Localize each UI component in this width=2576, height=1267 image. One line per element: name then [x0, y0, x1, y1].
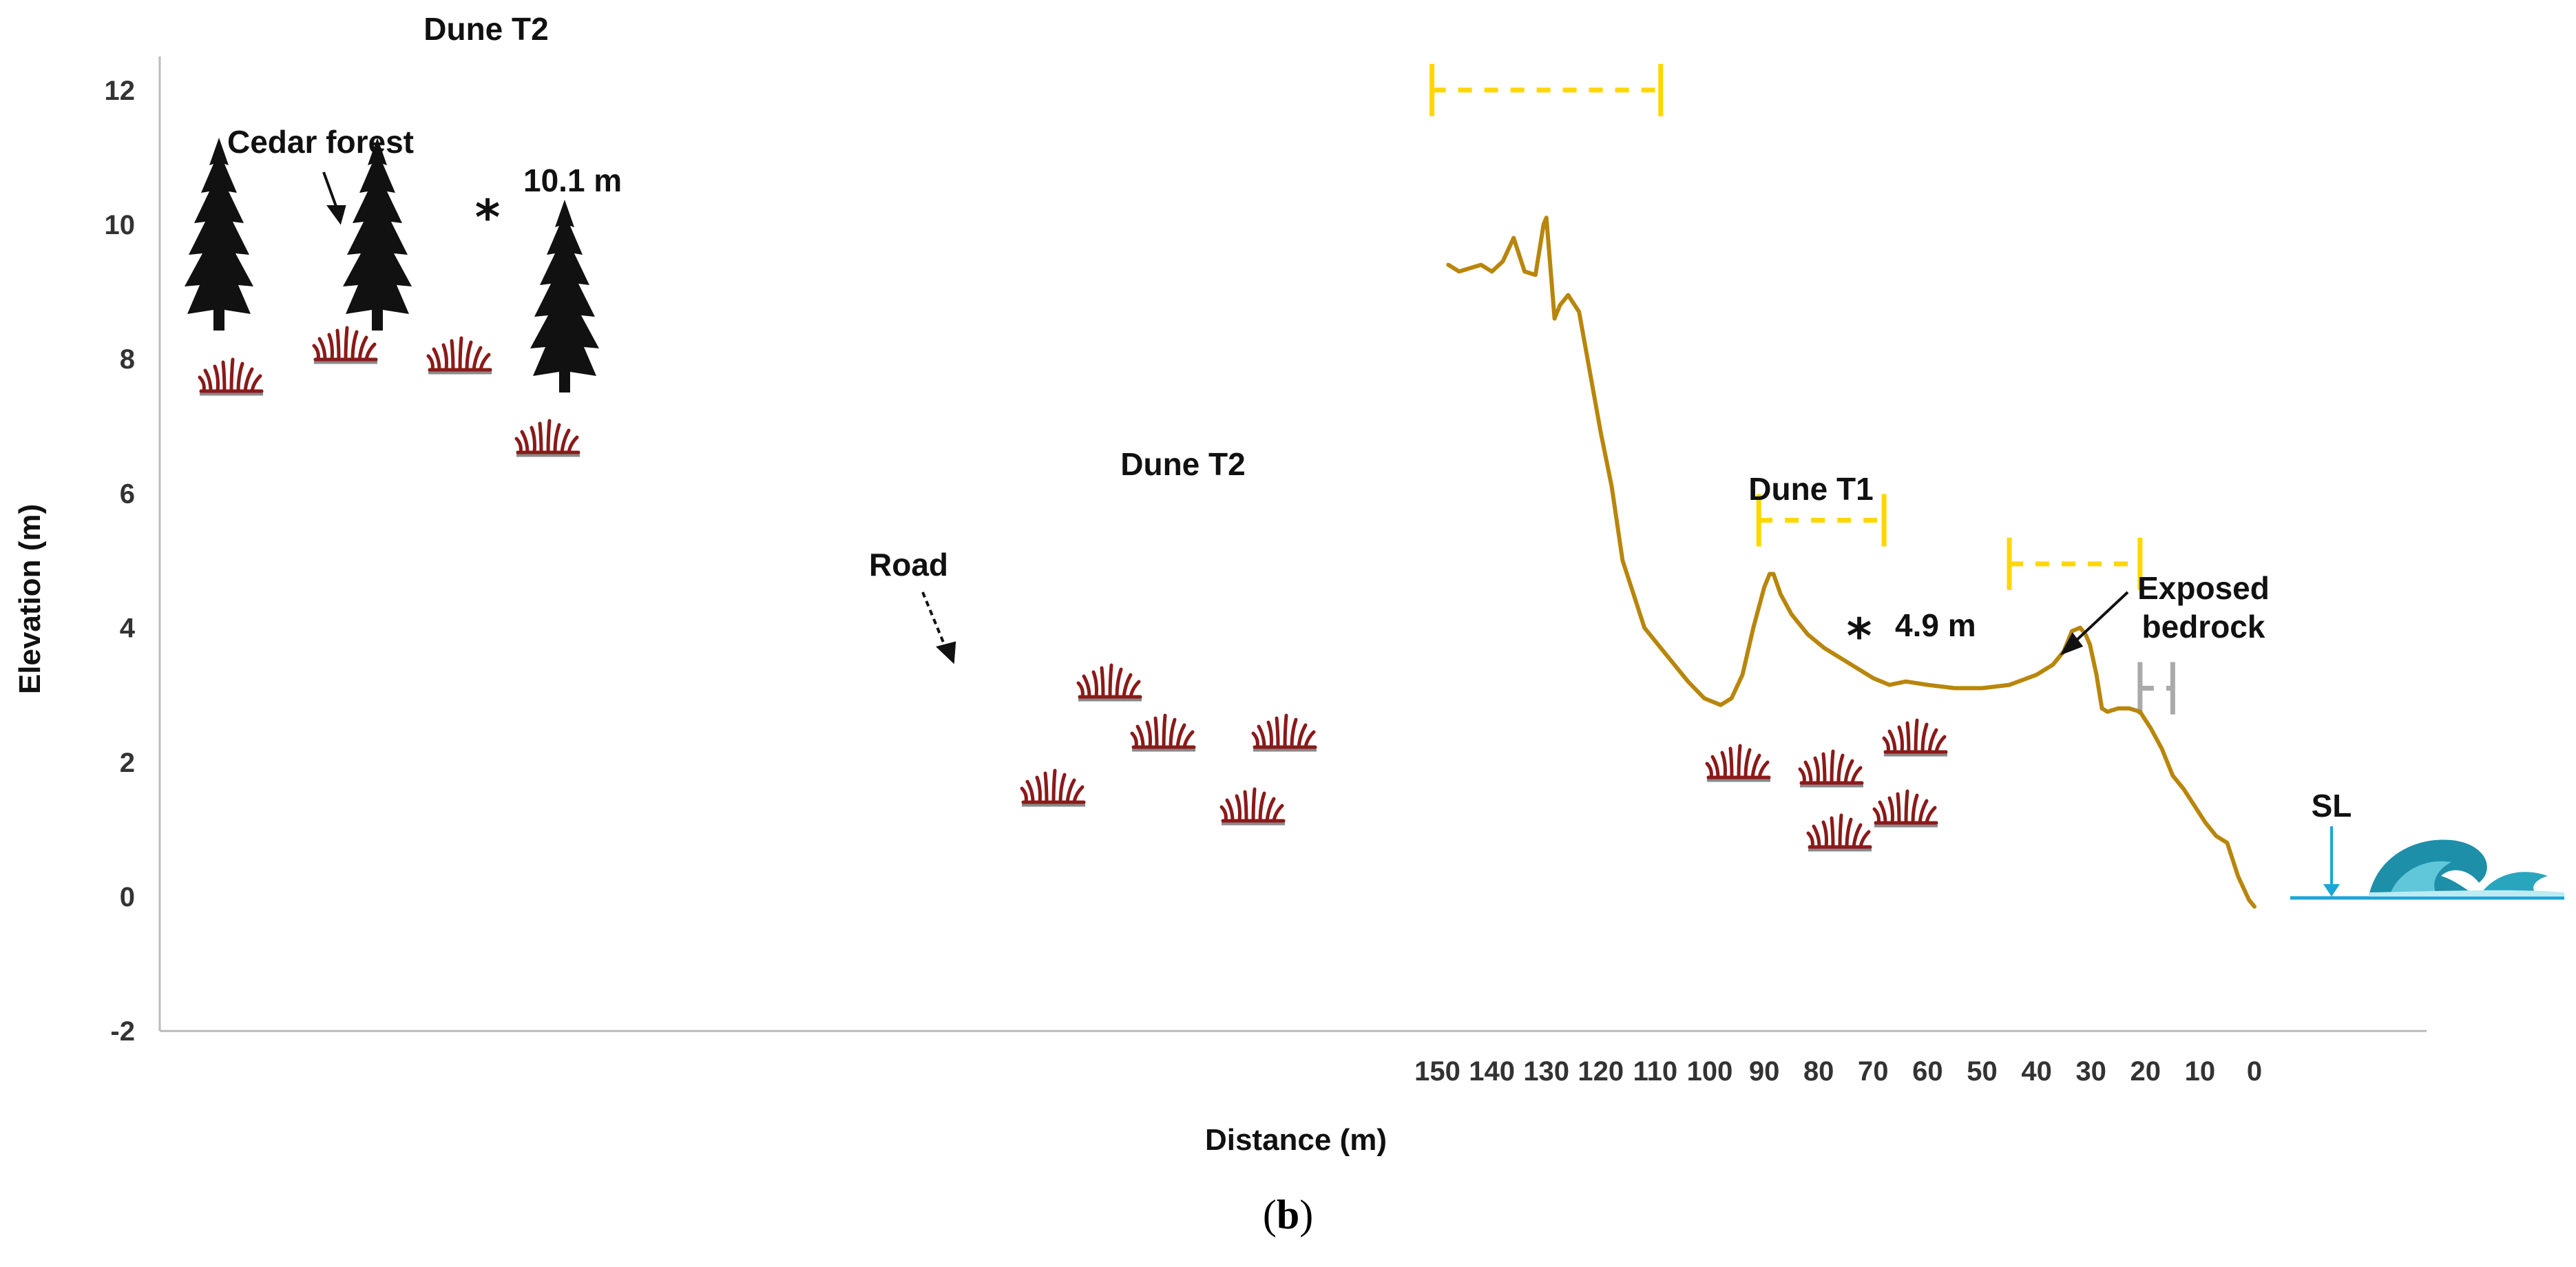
- annotation-arrows: [322, 171, 2129, 664]
- cedar-tree-icon: [343, 138, 412, 331]
- y-tick-label: 10: [105, 210, 136, 240]
- dune-t2-top-label: Dune T2: [423, 11, 548, 47]
- shrub-icons: [200, 328, 1947, 850]
- sea-level-arrowhead-icon: [2323, 884, 2340, 897]
- cedar-tree-icon: [530, 200, 599, 392]
- x-tick-label: 110: [1633, 1056, 1678, 1087]
- y-tick-label: 0: [120, 882, 135, 912]
- caption-letter: b: [1276, 1192, 1300, 1237]
- y-tick-label: 4: [120, 614, 136, 644]
- shrub-icon: [428, 338, 492, 373]
- x-tick-label: 50: [1967, 1056, 1998, 1087]
- x-axis-title: Distance (m): [1205, 1123, 1387, 1157]
- y-axis-ticks: -2 0 2 4 6 8 10 12: [105, 76, 136, 1047]
- y-axis-title: Elevation (m): [13, 504, 47, 694]
- y-tick-label: -2: [110, 1016, 135, 1047]
- x-tick-label: 20: [2130, 1056, 2161, 1087]
- caption-open-paren: (: [1262, 1192, 1277, 1237]
- axes: [158, 56, 2427, 1032]
- x-tick-label: 130: [1523, 1056, 1569, 1087]
- shrub-icon: [1222, 789, 1285, 824]
- exposed-bedrock-label-line2: bedrock: [2142, 609, 2265, 645]
- shrub-icon: [1132, 715, 1195, 750]
- shrub-icon: [516, 421, 580, 455]
- shrub-icon: [1078, 665, 1142, 700]
- x-axis-ticks: 150 140 130 120 110 100 90 80 70 60 50 40 30 20 10 0: [1414, 1056, 2262, 1087]
- shrub-icon: [1707, 746, 1770, 780]
- bedrock-arrow-icon: [2071, 591, 2129, 645]
- x-tick-label: 30: [2075, 1056, 2106, 1087]
- peak-low-label: 4.9 m: [1895, 607, 1976, 643]
- range-bar: [1430, 63, 1664, 116]
- x-tick-label: 70: [1858, 1056, 1889, 1087]
- shrub-icon: [1022, 771, 1085, 805]
- peak-high-label: 10.1 m: [523, 163, 622, 198]
- x-tick-label: 60: [1912, 1056, 1943, 1087]
- range-bar: [1756, 494, 1887, 547]
- y-tick-label: 12: [105, 76, 136, 106]
- caption-close-paren: ): [1299, 1192, 1314, 1237]
- range-bar: [2007, 537, 2143, 590]
- shrub-icon: [314, 328, 377, 362]
- x-tick-label: 10: [2185, 1056, 2216, 1087]
- cedar-tree-icon: [185, 138, 253, 331]
- x-tick-label: 120: [1578, 1056, 1624, 1087]
- x-tick-label: 0: [2247, 1056, 2262, 1087]
- road-arrowhead-icon: [936, 641, 956, 664]
- cedar-forest-arrowhead-icon: [326, 205, 346, 225]
- road-arrow-icon: [921, 591, 948, 651]
- bedrock-arrowhead-icon: [2060, 632, 2084, 656]
- x-tick-label: 40: [2021, 1056, 2052, 1087]
- dune-t1-label: Dune T1: [1748, 471, 1873, 507]
- y-tick-label: 2: [120, 748, 135, 778]
- wave-icon: [2369, 839, 2564, 897]
- road-label: Road: [869, 547, 948, 583]
- shrub-icon: [1808, 815, 1872, 850]
- cedar-forest-arrow-icon: [322, 171, 339, 211]
- sea-level-label: SL: [2312, 788, 2352, 824]
- y-tick-label: 6: [120, 479, 135, 509]
- dune-range-bars: [1430, 63, 2175, 715]
- shrub-icon: [1884, 720, 1947, 755]
- x-tick-label: 90: [1749, 1056, 1780, 1087]
- dune-t2-mid-label: Dune T2: [1120, 446, 1245, 482]
- profile-line: [1446, 216, 2256, 909]
- shrub-icon: [1253, 715, 1317, 750]
- x-tick-label: 150: [1414, 1056, 1460, 1087]
- x-tick-label: 80: [1803, 1056, 1834, 1087]
- x-tick-label: 100: [1687, 1056, 1733, 1087]
- shrub-icon: [200, 359, 263, 394]
- shrub-icon: [1800, 751, 1863, 786]
- range-bar: [2137, 662, 2175, 715]
- cedar-forest-label: Cedar forest: [227, 124, 414, 160]
- figure-caption: (b): [0, 1191, 2576, 1239]
- y-tick-label: 8: [120, 344, 135, 375]
- peak-markers: * *: [475, 189, 1872, 664]
- exposed-bedrock-label-line1: Exposed: [2137, 570, 2270, 606]
- shrub-icon: [1874, 791, 1938, 826]
- x-tick-label: 140: [1469, 1056, 1515, 1087]
- peak-high-asterisk-icon: *: [475, 189, 501, 246]
- sea-level-marker: [2290, 826, 2564, 900]
- peak-low-asterisk-icon: *: [1847, 608, 1872, 664]
